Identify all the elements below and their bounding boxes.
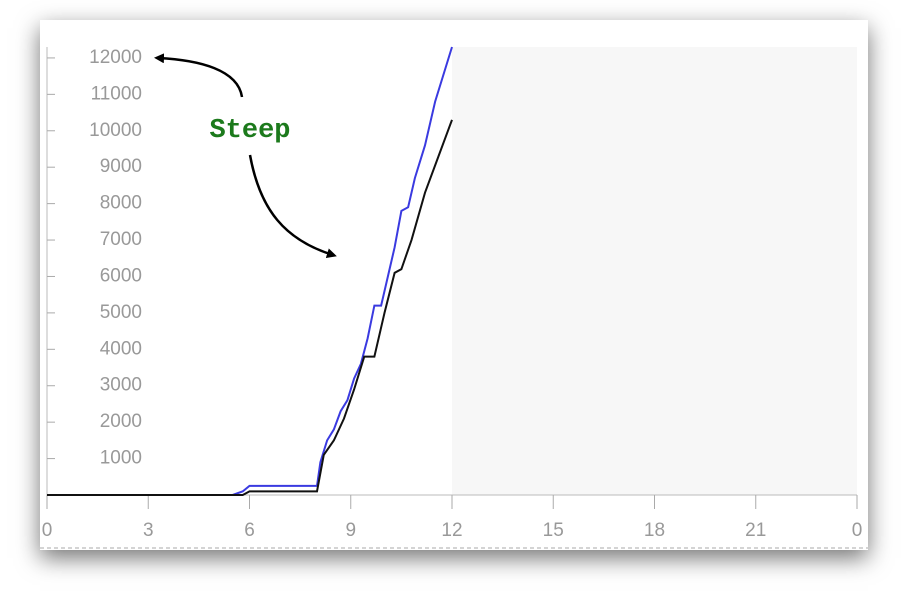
y-tick-label: 1000 <box>100 448 142 469</box>
annotation: Steep <box>209 116 290 146</box>
x-tick-label: 9 <box>345 520 356 541</box>
y-tick-label: 12000 <box>89 47 142 68</box>
y-tick-label: 7000 <box>100 229 142 250</box>
shaded-region <box>452 47 857 495</box>
data-line <box>47 119 453 496</box>
y-tick-label: 4000 <box>100 338 142 359</box>
x-tick-label: 0 <box>852 520 863 541</box>
x-tick-label: 6 <box>244 520 255 541</box>
y-tick-label: 6000 <box>100 265 142 286</box>
x-tick-label: 12 <box>441 520 462 541</box>
x-tick-label: 21 <box>745 520 766 541</box>
y-tick-label: 11000 <box>91 83 142 104</box>
x-tick-label: 15 <box>543 520 564 541</box>
data-line <box>47 46 453 496</box>
x-tick-label: 0 <box>42 520 53 541</box>
y-tick-label: 2000 <box>100 411 142 432</box>
y-tick-label: 9000 <box>100 156 142 177</box>
arrow <box>248 154 337 258</box>
x-tick-label: 18 <box>644 520 665 541</box>
y-tick-label: 5000 <box>100 302 142 323</box>
y-tick-label: 8000 <box>100 193 142 214</box>
arrow <box>154 53 244 98</box>
y-tick-label: 10000 <box>89 120 142 141</box>
x-tick-label: 3 <box>143 520 154 541</box>
y-tick-label: 3000 <box>100 375 142 396</box>
